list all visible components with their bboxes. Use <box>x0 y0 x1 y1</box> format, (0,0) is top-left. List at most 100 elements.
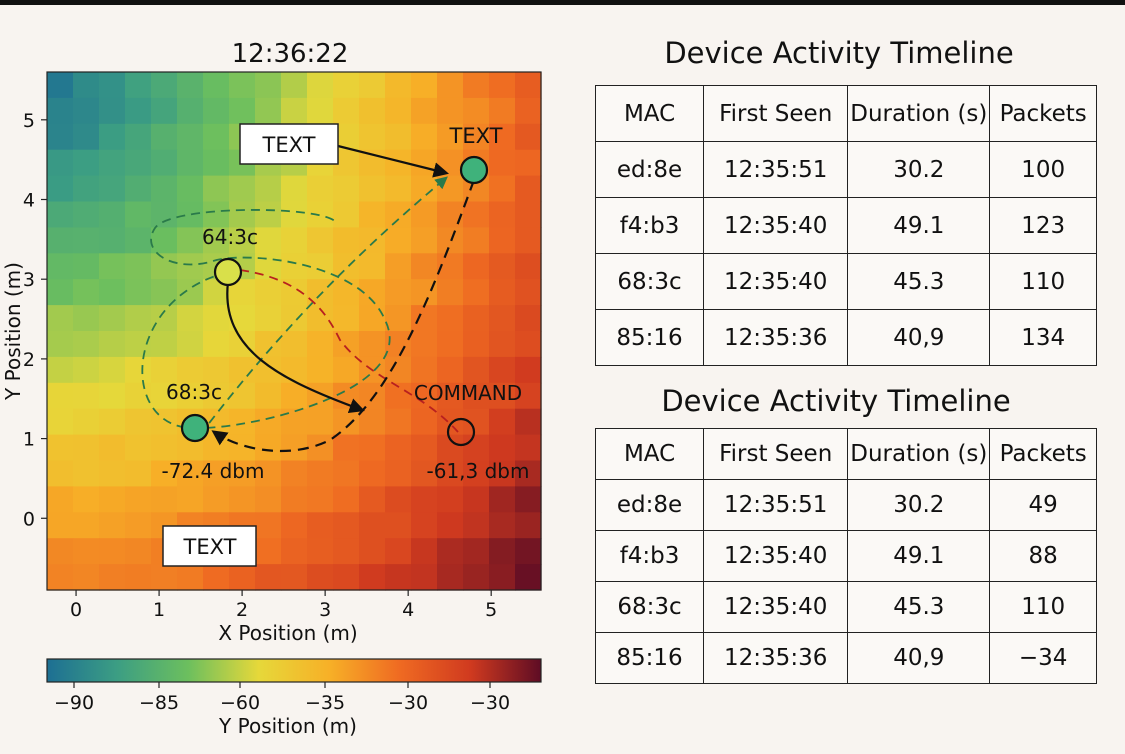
heatmap-cell <box>463 97 490 125</box>
heatmap-cell <box>281 305 308 332</box>
heatmap-cell <box>229 72 256 99</box>
cell-first-seen: 12:35:51 <box>703 141 849 198</box>
heatmap-cell <box>359 512 386 539</box>
device-rssi-bl: -72.4 dbm <box>162 459 265 483</box>
heatmap-cell <box>515 149 542 177</box>
heatmap-cell <box>411 408 438 436</box>
heatmap-cell <box>47 512 74 539</box>
heatmap-cell <box>411 512 438 539</box>
heatmap-cell <box>99 356 126 384</box>
heatmap-cell <box>463 408 490 436</box>
header-duration: Duration (s) <box>847 85 991 142</box>
heatmap-cell <box>99 486 126 513</box>
heatmap-cell <box>359 434 386 462</box>
heatmap-cell <box>489 408 516 436</box>
heatmap-cell <box>255 434 282 462</box>
heatmap-cell <box>489 512 516 539</box>
heatmap-cell <box>411 253 438 280</box>
heatmap-cell <box>229 331 256 358</box>
heatmap-cell <box>359 408 386 436</box>
x-axis-ticks: 0 1 2 3 4 5 <box>70 590 497 621</box>
cell-mac: ed:8e <box>594 479 705 531</box>
heatmap-cell <box>255 227 282 254</box>
heatmap-cell <box>255 460 282 487</box>
y-axis-label: Y Position (m) <box>1 262 25 401</box>
heatmap-cell <box>203 201 230 228</box>
heatmap-cell <box>307 356 334 384</box>
heatmap-cell <box>359 331 386 358</box>
cell-packets: 110 <box>989 581 1097 633</box>
heatmap-cell <box>489 253 516 280</box>
heatmap-cell <box>307 97 334 125</box>
heatmap-cell <box>255 97 282 125</box>
device-marker-tr[interactable] <box>459 155 489 185</box>
heatmap-cell <box>489 382 516 410</box>
heatmap-cell <box>437 564 464 591</box>
header-packets: Packets <box>989 85 1097 142</box>
heatmap-cell <box>125 538 152 565</box>
heatmap-cell <box>385 279 412 306</box>
heatmap-cell <box>333 512 360 539</box>
heatmap-cell <box>47 201 74 228</box>
heatmap-cell <box>489 97 516 125</box>
heatmap-cell <box>73 305 100 332</box>
heatmap-cell <box>151 408 178 436</box>
heatmap-cell <box>177 460 204 487</box>
heatmap-cell <box>489 564 516 591</box>
heatmap-cell <box>73 538 100 565</box>
heatmap-cell <box>47 279 74 306</box>
device-marker-mid[interactable] <box>213 257 243 287</box>
heatmap-cell <box>333 253 360 280</box>
device-marker-br[interactable] <box>446 417 476 447</box>
heatmap-cell <box>437 201 464 228</box>
heatmap-cell <box>73 434 100 462</box>
heatmap-cell <box>281 356 308 384</box>
heatmap-cell <box>125 149 152 177</box>
x-tick-label: 4 <box>402 599 414 621</box>
heatmap-cell <box>489 123 516 151</box>
heatmap-cell <box>411 538 438 565</box>
heatmap-cell <box>437 538 464 565</box>
device-activity-table-2: MAC First Seen Duration (s) Packets ed:8… <box>594 428 1097 684</box>
cell-mac: 85:16 <box>594 632 705 684</box>
heatmap-cell <box>255 175 282 203</box>
table-row: f4:b3 12:35:40 49.1 88 <box>594 530 1097 582</box>
heatmap-cell <box>125 564 152 591</box>
device-marker-bl[interactable] <box>180 413 210 443</box>
heatmap-cell <box>437 175 464 203</box>
device-activity-table-1: MAC First Seen Duration (s) Packets ed:8… <box>594 85 1097 366</box>
heatmap-cell <box>489 227 516 254</box>
heatmap-cell <box>73 97 100 125</box>
colorbar-tick-label: −35 <box>305 692 345 714</box>
heatmap-cell <box>229 408 256 436</box>
heatmap-cell <box>73 175 100 203</box>
heatmap-cell <box>203 175 230 203</box>
heatmap-cell <box>359 460 386 487</box>
heatmap-cell <box>125 434 152 462</box>
y-axis-ticks: 0 1 2 3 4 5 <box>23 110 47 530</box>
heatmap-cell <box>411 486 438 513</box>
trajectory-black-dashed <box>211 179 476 453</box>
heatmap-cell <box>47 227 74 254</box>
heatmap-cell <box>463 486 490 513</box>
heatmap-cell <box>437 279 464 306</box>
cell-first-seen: 12:35:36 <box>703 632 849 684</box>
heatmap-cell <box>99 305 126 332</box>
heatmap-cell <box>385 434 412 462</box>
heatmap-cell <box>489 175 516 203</box>
heatmap-cell <box>515 227 542 254</box>
heatmap-cell <box>151 331 178 358</box>
heatmap-cell <box>333 356 360 384</box>
heatmap-cell <box>359 72 386 99</box>
heatmap-cell <box>229 564 256 591</box>
heatmap-cell <box>307 279 334 306</box>
heatmap-cell <box>47 97 74 125</box>
heatmap-cell <box>333 97 360 125</box>
heatmap-cell <box>515 331 542 358</box>
heatmap-cell <box>229 97 256 125</box>
trajectories <box>141 144 476 453</box>
heatmap-cell <box>151 123 178 151</box>
heatmap-cell <box>307 538 334 565</box>
heatmap-cell <box>151 201 178 228</box>
heatmap-cell <box>515 123 542 151</box>
